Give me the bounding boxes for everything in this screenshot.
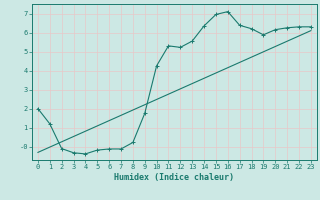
X-axis label: Humidex (Indice chaleur): Humidex (Indice chaleur) [115,173,234,182]
